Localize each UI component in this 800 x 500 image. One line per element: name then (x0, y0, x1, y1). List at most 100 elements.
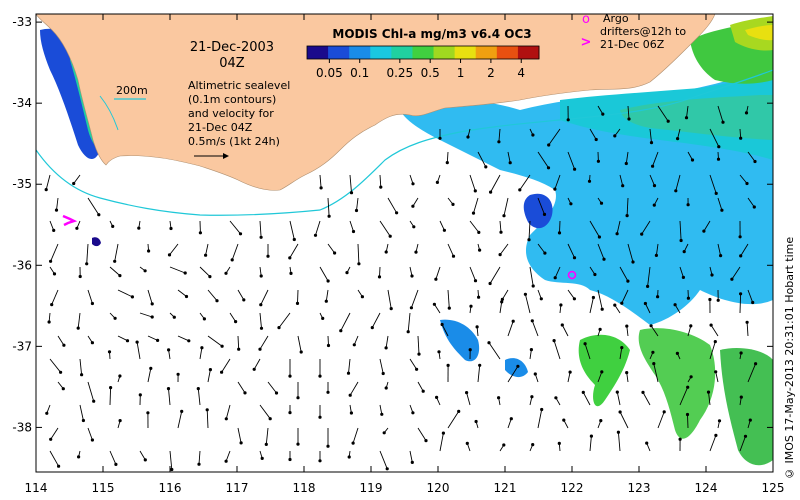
velocity-arrow-head (739, 351, 743, 355)
velocity-arrow (617, 432, 621, 452)
velocity-arrow-head (509, 417, 513, 421)
velocity-arrow-head (266, 254, 270, 258)
velocity-arrow-head (319, 186, 323, 190)
velocity-arrow (597, 243, 605, 260)
velocity-arrow (352, 427, 359, 444)
velocity-arrow (197, 388, 201, 406)
velocity-arrow-head (370, 326, 374, 330)
velocity-arrow-head (572, 256, 577, 260)
velocity-arrow-head (714, 433, 718, 437)
velocity-arrow-head (754, 362, 758, 366)
velocity-arrow-head (689, 324, 693, 328)
argo-track (62, 214, 577, 280)
velocity-arrow (687, 414, 689, 429)
velocity-arrow-head (47, 320, 51, 324)
depth-contour-label: 200m (116, 84, 148, 97)
velocity-arrow-head (184, 294, 189, 299)
velocity-arrow-head (135, 340, 139, 344)
velocity-arrow-head (137, 226, 141, 230)
velocity-arrow-head (224, 417, 228, 421)
velocity-arrow-head (85, 262, 89, 266)
velocity-arrow-head (224, 271, 228, 275)
velocity-arrow (349, 220, 354, 232)
velocity-arrow (447, 289, 450, 309)
lon-tick-label: 125 (762, 481, 785, 495)
velocity-arrow (531, 320, 539, 337)
velocity-arrow-head (410, 274, 414, 278)
velocity-arrow (717, 243, 722, 256)
velocity-arrow (489, 266, 501, 284)
velocity-arrow-head (349, 411, 353, 415)
velocity-arrow-head (714, 370, 718, 374)
velocity-arrow-head (489, 190, 493, 194)
velocity-arrow (435, 266, 441, 280)
velocity-arrow-head (473, 189, 477, 193)
velocity-arrow-head (540, 407, 544, 412)
velocity-arrow-head (739, 254, 743, 258)
velocity-arrow-head (354, 208, 359, 213)
velocity-arrow-head (318, 415, 322, 419)
velocity-arrow-head (447, 306, 451, 310)
velocity-arrow-head (488, 281, 492, 286)
velocity-arrow-head (288, 374, 292, 378)
velocity-arrow-head (618, 410, 622, 414)
velocity-scale-label: 0.5m/s (1kt 24h) (188, 135, 280, 148)
velocity-arrow-head (502, 443, 506, 447)
date-line2: 04Z (219, 56, 245, 71)
velocity-arrow-head (708, 297, 712, 302)
velocity-arrow-head (258, 347, 262, 351)
velocity-arrow (597, 289, 603, 310)
colorbar-tick-label: 2 (487, 66, 495, 80)
velocity-arrow-head (440, 322, 444, 327)
velocity-arrow-head (602, 257, 606, 261)
velocity-arrow (289, 243, 299, 259)
velocity-arrow-head (196, 387, 200, 391)
velocity-arrow (205, 243, 209, 256)
velocity-arrow (417, 427, 427, 441)
velocity-arrow-head (45, 411, 49, 415)
colorbar-cell (475, 46, 498, 59)
velocity-arrow-head (352, 343, 356, 347)
velocity-arrow (507, 366, 519, 383)
velocity-arrow (627, 105, 630, 120)
velocity-arrow-head (220, 370, 224, 374)
velocity-arrow-head (651, 164, 655, 168)
velocity-arrow (117, 335, 128, 342)
velocity-arrow-head (531, 284, 535, 288)
velocity-arrow-head (230, 258, 234, 262)
velocity-arrow (499, 220, 502, 233)
velocity-arrow-head (706, 390, 711, 394)
velocity-arrow (589, 220, 600, 238)
velocity-arrow-head (739, 136, 743, 140)
velocity-arrow (477, 365, 481, 383)
velocity-arrow-head (326, 279, 330, 283)
velocity-arrow (199, 266, 211, 277)
velocity-arrow-head (180, 409, 184, 413)
product-title: MODIS Chl-a mg/m3 v6.4 OC3 (332, 27, 531, 41)
velocity-arrow-head (596, 159, 601, 163)
velocity-arrow-head (589, 434, 594, 438)
velocity-arrow (379, 266, 381, 277)
velocity-arrow (567, 289, 575, 300)
sealevel-note-3: and velocity for (188, 107, 274, 120)
velocity-arrow-head (497, 396, 501, 400)
velocity-arrow-head (457, 409, 461, 413)
velocity-arrow-head (673, 303, 677, 307)
velocity-arrow (409, 358, 417, 370)
velocity-arrow (50, 243, 59, 262)
velocity-arrow (567, 372, 571, 383)
velocity-arrow-head (97, 213, 101, 217)
colorbar-cell (391, 46, 413, 59)
velocity-arrow-head (716, 298, 720, 302)
velocity-arrow (297, 335, 302, 353)
velocity-arrow-head (296, 396, 300, 400)
velocity-arrow-head (118, 274, 122, 278)
velocity-arrow-head (744, 111, 749, 115)
velocity-arrow-head (676, 137, 680, 141)
velocity-arrow (259, 404, 271, 419)
velocity-arrow (237, 335, 240, 350)
velocity-arrow (621, 289, 629, 304)
velocity-arrow (260, 289, 269, 305)
velocity-arrow-head (339, 329, 343, 333)
velocity-arrow (619, 347, 623, 360)
